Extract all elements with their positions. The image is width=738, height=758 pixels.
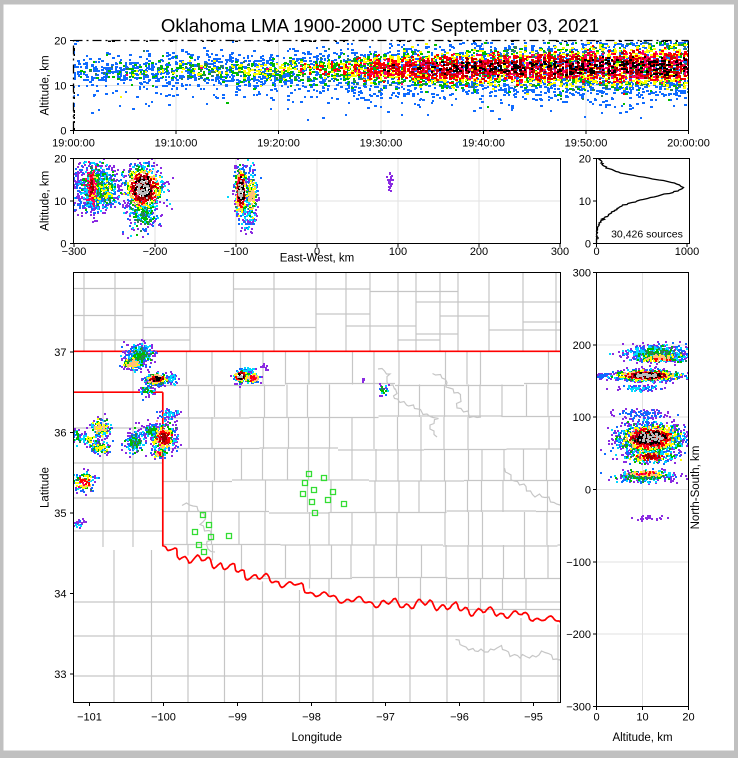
svg-text:−200: −200 xyxy=(566,629,591,641)
svg-text:35: 35 xyxy=(54,508,66,520)
svg-text:10: 10 xyxy=(636,712,648,724)
svg-text:Altitude, km: Altitude, km xyxy=(612,732,672,744)
svg-text:19:10:00: 19:10:00 xyxy=(155,138,198,150)
svg-text:37: 37 xyxy=(54,347,66,359)
svg-text:19:50:00: 19:50:00 xyxy=(565,138,608,150)
svg-text:−98: −98 xyxy=(302,712,321,724)
svg-text:−200: −200 xyxy=(143,246,168,258)
svg-text:0: 0 xyxy=(60,239,66,251)
svg-text:200: 200 xyxy=(470,246,488,258)
svg-text:10: 10 xyxy=(579,196,591,208)
svg-text:20:00:00: 20:00:00 xyxy=(667,138,710,150)
svg-text:10: 10 xyxy=(54,81,66,93)
svg-text:19:30:00: 19:30:00 xyxy=(360,138,403,150)
svg-text:−300: −300 xyxy=(566,702,591,714)
svg-text:100: 100 xyxy=(389,246,407,258)
svg-text:−96: −96 xyxy=(450,712,469,724)
svg-text:20: 20 xyxy=(54,154,66,166)
svg-text:200: 200 xyxy=(573,340,591,352)
svg-text:34: 34 xyxy=(54,589,66,601)
svg-text:−97: −97 xyxy=(376,712,395,724)
svg-text:0: 0 xyxy=(593,712,599,724)
svg-text:East-West, km: East-West, km xyxy=(280,253,355,265)
svg-text:0: 0 xyxy=(314,246,320,258)
svg-text:30,426 sources: 30,426 sources xyxy=(611,229,683,241)
svg-text:0: 0 xyxy=(60,126,66,138)
svg-text:Latitude: Latitude xyxy=(40,467,52,508)
svg-text:Oklahoma LMA 1900-2000 UTC Sep: Oklahoma LMA 1900-2000 UTC September 03,… xyxy=(161,15,599,36)
svg-text:−100: −100 xyxy=(151,712,176,724)
svg-text:−300: −300 xyxy=(62,246,87,258)
svg-text:−101: −101 xyxy=(77,712,102,724)
svg-text:Longitude: Longitude xyxy=(292,732,343,744)
svg-text:−95: −95 xyxy=(524,712,543,724)
svg-text:Altitude, km: Altitude, km xyxy=(40,171,52,231)
svg-text:−99: −99 xyxy=(228,712,247,724)
svg-text:19:00:00: 19:00:00 xyxy=(52,138,95,150)
svg-text:100: 100 xyxy=(573,412,591,424)
svg-text:19:40:00: 19:40:00 xyxy=(462,138,505,150)
svg-text:300: 300 xyxy=(551,246,569,258)
svg-text:19:20:00: 19:20:00 xyxy=(257,138,300,150)
svg-text:0: 0 xyxy=(585,485,591,497)
svg-text:−100: −100 xyxy=(566,557,591,569)
svg-text:Altitude, km: Altitude, km xyxy=(40,55,52,115)
svg-text:1000: 1000 xyxy=(675,246,699,258)
svg-text:20: 20 xyxy=(682,712,694,724)
svg-text:0: 0 xyxy=(593,246,599,258)
svg-text:North-South, km: North-South, km xyxy=(690,446,702,530)
svg-text:0: 0 xyxy=(585,239,591,251)
svg-text:300: 300 xyxy=(573,268,591,280)
svg-text:10: 10 xyxy=(54,196,66,208)
svg-text:−100: −100 xyxy=(224,246,249,258)
svg-text:33: 33 xyxy=(54,669,66,681)
svg-text:36: 36 xyxy=(54,428,66,440)
svg-text:20: 20 xyxy=(579,154,591,166)
svg-text:20: 20 xyxy=(54,36,66,48)
